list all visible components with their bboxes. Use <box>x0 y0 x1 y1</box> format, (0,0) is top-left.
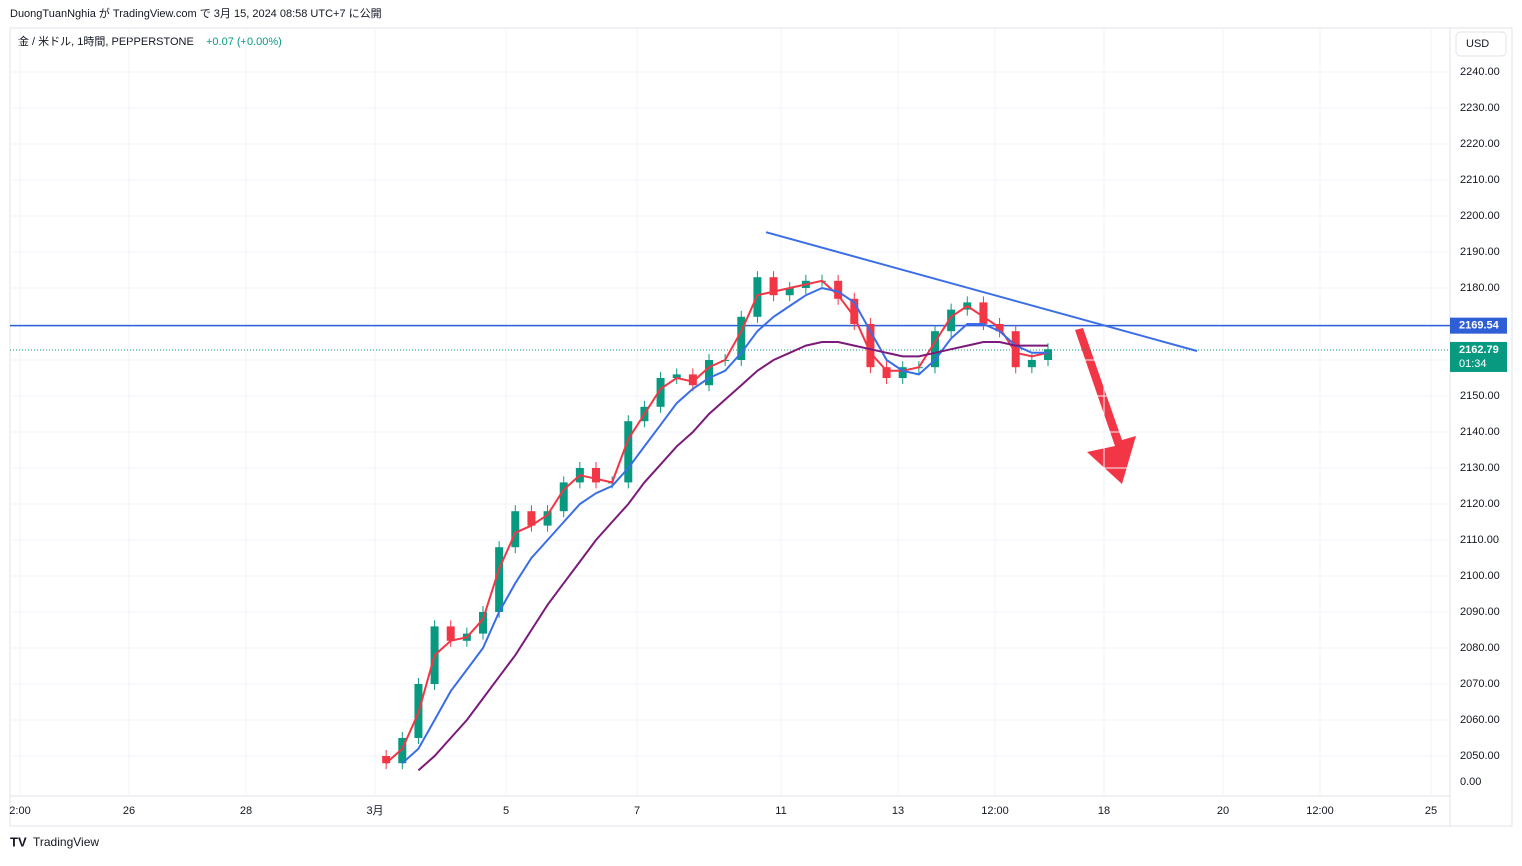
candle <box>479 612 487 634</box>
moving-average <box>401 286 1048 764</box>
x-tick-label: 7 <box>634 805 640 817</box>
y-tick-label: 2230.00 <box>1460 102 1500 114</box>
candle <box>866 324 875 368</box>
brand[interactable]: TradingView <box>33 835 99 849</box>
candle <box>446 626 455 641</box>
candle <box>672 374 681 378</box>
candle <box>947 309 956 332</box>
y-tick-label: 2130.00 <box>1460 462 1500 474</box>
change: +0.07 (+0.00%) <box>206 36 282 48</box>
y-tick-label: 2080.00 <box>1460 642 1500 654</box>
y-tick-label: 2070.00 <box>1460 678 1500 690</box>
x-tick-label: 28 <box>240 805 252 817</box>
candle <box>737 316 746 360</box>
y-bottom-label: 0.00 <box>1460 776 1481 788</box>
y-tick-label: 2100.00 <box>1460 570 1500 582</box>
candle <box>882 367 891 378</box>
candle <box>624 421 633 483</box>
y-tick-label: 2140.00 <box>1460 426 1500 438</box>
frame <box>9 27 1513 827</box>
candle <box>850 298 859 324</box>
candle <box>705 360 713 386</box>
x-tick-label: 25 <box>1425 805 1437 817</box>
candle <box>931 331 939 368</box>
x-tick-label: 20 <box>1217 805 1229 817</box>
x-tick-label: 11 <box>775 805 786 817</box>
countdown: 01:34 <box>1459 358 1487 370</box>
y-tick-label: 2240.00 <box>1460 66 1500 78</box>
candle <box>1027 360 1036 368</box>
arrow <box>1075 328 1136 484</box>
publisher: DuongTuanNghia が TradingView.com で 3月 15… <box>10 6 382 20</box>
candle <box>511 511 520 548</box>
y-tick-label: 2220.00 <box>1460 138 1500 150</box>
y-tick-label: 2180.00 <box>1460 282 1500 294</box>
candle <box>834 280 843 299</box>
candle <box>1044 349 1052 360</box>
candle <box>527 511 536 526</box>
trendline <box>765 231 1198 352</box>
y-tick-label: 2060.00 <box>1460 714 1500 726</box>
y-tick-label: 2050.00 <box>1460 750 1500 762</box>
x-tick-label: 26 <box>123 805 135 817</box>
y-tick-label: 2190.00 <box>1460 246 1500 258</box>
x-tick-label: 2:00 <box>9 805 30 817</box>
currency-button[interactable] <box>1455 31 1507 57</box>
candle <box>979 302 988 324</box>
x-tick-label: 12:00 <box>1306 805 1334 817</box>
x-tick-label: 18 <box>1098 805 1110 817</box>
candle <box>495 547 504 612</box>
y-tick-label: 2110.00 <box>1460 534 1499 546</box>
y-tick-label: 2150.00 <box>1460 390 1500 402</box>
last-badge <box>1450 341 1507 372</box>
level-label: 2169.54 <box>1459 320 1500 332</box>
candle <box>398 738 407 764</box>
y-tick-label: 2120.00 <box>1460 498 1500 510</box>
candle <box>898 367 907 378</box>
candle <box>382 756 391 764</box>
moving-average <box>417 341 1048 772</box>
x-tick-label: 5 <box>503 805 509 817</box>
logo: TV <box>10 834 27 849</box>
x-tick-label: 3月 <box>366 805 383 817</box>
y-tick-label: 2200.00 <box>1460 210 1500 222</box>
x-tick-label: 13 <box>892 805 904 817</box>
candle <box>688 374 697 386</box>
candle <box>656 378 665 407</box>
level-badge <box>1450 317 1507 334</box>
candle <box>559 482 568 512</box>
candle <box>785 288 794 296</box>
currency[interactable]: USD <box>1466 38 1489 50</box>
symbol[interactable]: 金 / 米ドル, 1時間, PEPPERSTONE <box>18 34 194 48</box>
candle <box>592 468 600 483</box>
candle <box>769 277 778 296</box>
candle <box>1011 331 1020 368</box>
y-tick-label: 2210.00 <box>1460 174 1500 186</box>
candle <box>543 511 552 526</box>
y-tick-label: 2090.00 <box>1460 606 1500 618</box>
moving-average <box>385 279 1049 764</box>
last-label: 2162.79 <box>1459 344 1499 356</box>
x-tick-label: 12:00 <box>981 805 1009 817</box>
